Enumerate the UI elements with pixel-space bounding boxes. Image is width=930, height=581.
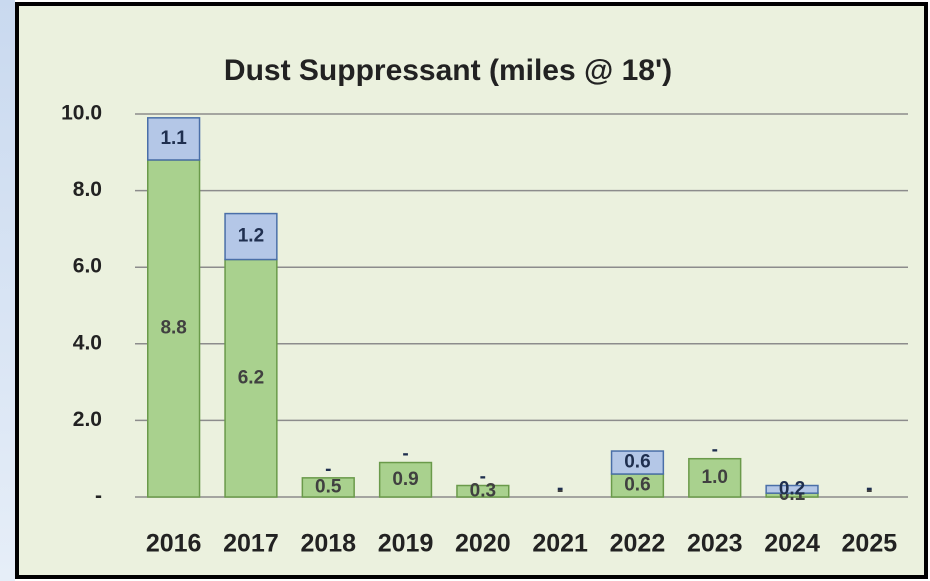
x-tick-label: 2019 [378,530,434,558]
data-label: - [866,478,872,499]
data-label: - [480,467,486,488]
x-tick-label: 2021 [532,530,588,558]
y-tick-label: 2.0 [73,408,102,431]
bar-segment [147,159,201,498]
x-tick-label: 2020 [455,530,511,558]
data-label: 0.6 [624,452,650,473]
data-label: 0.3 [470,480,496,501]
data-label: - [557,480,563,501]
x-tick-label: 2022 [610,530,666,558]
data-label: 1.2 [238,226,264,247]
x-tick-label: 2016 [146,530,202,558]
data-label: 6.2 [238,367,264,388]
data-label: 1.1 [160,128,187,149]
y-tick-label: 6.0 [73,255,102,278]
bar-segment [456,484,510,498]
x-tick-label: 2023 [687,530,743,558]
bar-segment [378,461,433,498]
y-tick-label: - [95,485,102,508]
chart-title: Dust Suppressant (miles @ 18') [224,54,672,87]
y-tick-label: 10.0 [61,102,102,125]
x-tick-label: 2025 [842,530,898,558]
y-tick-label: 4.0 [73,331,102,354]
x-tick-label: 2018 [300,530,356,558]
data-label: - [866,480,872,501]
x-tick-label: 2017 [223,530,279,558]
data-label: - [325,459,331,480]
data-label: 0.5 [315,476,342,497]
data-label: 8.8 [160,317,186,338]
bar-segment [688,457,742,498]
data-label: 0.9 [392,469,418,490]
data-label: - [557,478,563,499]
y-tick-label: 8.0 [73,178,102,201]
data-label: 0.6 [624,475,650,496]
bar-segment [147,117,201,161]
data-label: - [712,440,718,461]
data-label: 0.2 [779,478,805,499]
data-label: - [402,444,408,465]
bar-segment [224,212,278,261]
x-tick-label: 2024 [764,530,820,558]
data-label: 1.0 [702,467,728,488]
bar-segment [765,484,819,494]
side-strip [0,0,15,581]
bar-segment [301,477,355,498]
bar-segment [610,450,665,475]
